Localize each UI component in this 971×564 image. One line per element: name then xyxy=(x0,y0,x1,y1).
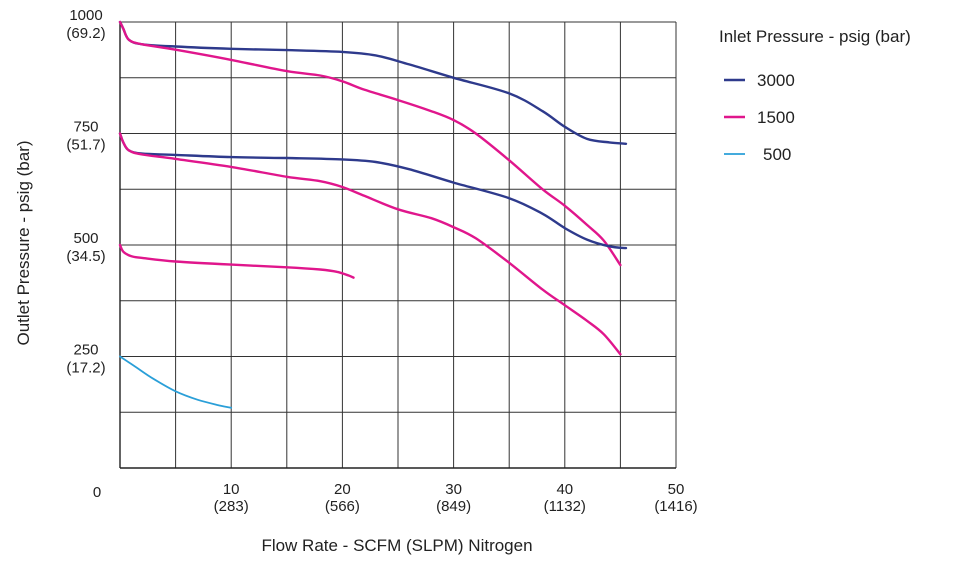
y-tick-sublabel: (34.5) xyxy=(66,248,105,265)
x-tick-sublabel: (849) xyxy=(436,498,471,515)
y-tick-label: 750 xyxy=(73,119,98,136)
x-tick-label: 20 xyxy=(334,481,351,498)
y-axis-title: Outlet Pressure - psig (bar) xyxy=(14,140,33,345)
legend-label-500: 500 xyxy=(763,145,791,164)
x-tick-label: 10 xyxy=(223,481,240,498)
legend-title: Inlet Pressure - psig (bar) xyxy=(719,27,911,46)
grid xyxy=(120,21,677,468)
series-line-1500 xyxy=(118,132,622,356)
series-line-3000 xyxy=(118,132,628,250)
x-axis-title: Flow Rate - SCFM (SLPM) Nitrogen xyxy=(261,536,532,555)
series-lines xyxy=(118,20,628,409)
y-tick-sublabel: (69.2) xyxy=(66,25,105,42)
y-tick-label: 250 xyxy=(73,342,98,359)
x-tick-label: 40 xyxy=(556,481,573,498)
y-tick-sublabel: (17.2) xyxy=(66,360,105,377)
x-tick-label: 30 xyxy=(445,481,462,498)
x-tick-sublabel: (1416) xyxy=(654,498,697,515)
x-tick-label: 50 xyxy=(668,481,685,498)
series-line-1500 xyxy=(118,20,622,267)
tick-labels: 0 10(283) 20(566) 30(849) 40(1132) 50(1416) 25… xyxy=(66,7,697,515)
x-tick-sublabel: (566) xyxy=(325,498,360,515)
x-tick-sublabel: (1132) xyxy=(544,498,586,515)
series-line-500 xyxy=(119,355,233,409)
legend: Inlet Pressure - psig (bar) 3000 1500 500 xyxy=(719,27,911,164)
legend-label-1500: 1500 xyxy=(757,108,795,127)
x-tick-label: 0 xyxy=(93,484,101,501)
series-line-1500 xyxy=(118,243,355,279)
series-line-3000 xyxy=(118,20,628,145)
legend-label-3000: 3000 xyxy=(757,71,795,90)
y-tick-label: 1000 xyxy=(69,7,102,24)
y-tick-label: 500 xyxy=(73,230,98,247)
x-tick-sublabel: (283) xyxy=(214,498,249,515)
y-tick-sublabel: (51.7) xyxy=(66,137,105,154)
